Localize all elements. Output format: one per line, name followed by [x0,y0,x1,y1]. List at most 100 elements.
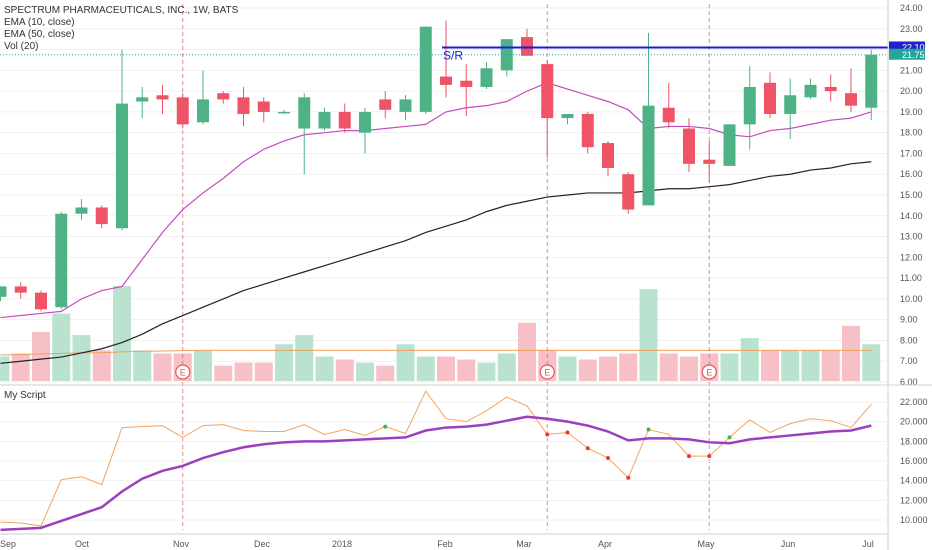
candle-body[interactable] [75,207,88,214]
candle-body[interactable] [541,64,554,119]
script-dot [707,454,712,459]
candle-body[interactable] [642,105,655,206]
earnings-marker[interactable] [539,364,555,380]
volume-bar [153,353,172,381]
candle-body[interactable] [683,128,695,164]
volume-bar [781,350,800,381]
candle-body[interactable] [845,93,857,106]
candles[interactable] [0,20,878,312]
candle-body[interactable] [0,286,7,297]
candle-body[interactable] [764,82,776,114]
candle-body[interactable] [561,113,574,119]
candle-body[interactable] [298,97,311,129]
earnings-marker[interactable] [175,364,191,380]
price-tick-label: 8.00 [900,335,918,345]
candle-body[interactable] [95,207,108,225]
candle-body[interactable] [602,143,614,168]
candle-body[interactable] [217,93,230,100]
volume-bar [113,286,131,381]
script-tick-label: 12.000 [900,495,928,505]
price-axis[interactable]: 6.00 7.00 8.00 9.00 10.00 11.00 12.00 13.00 14.0… [887,0,923,550]
earnings-marker[interactable] [701,364,717,380]
volume-bar [295,335,314,381]
script-title: My Script [4,390,46,401]
candle-body[interactable] [197,99,209,123]
candle-body[interactable] [399,99,412,112]
volume-bar [72,335,91,381]
candle-body[interactable] [55,213,68,308]
candle-body[interactable] [419,26,432,112]
volume-bar [356,362,374,381]
candle-body[interactable] [460,80,473,87]
script-axis[interactable]: 10.000 12.000 14.000 16.000 18.000 20.000 22.0… [900,397,928,525]
candle-body[interactable] [257,101,270,112]
candle-body[interactable] [480,68,493,87]
candle-body[interactable] [379,99,392,110]
ema10-line [0,82,872,319]
time-tick-label: May [697,539,715,549]
main-grid [0,7,888,383]
script-dot [687,454,691,459]
candle-body[interactable] [338,111,351,129]
script-tick-label: 18.000 [900,436,928,446]
candle-body[interactable] [662,107,675,123]
volume-bar [639,289,658,381]
price-tick-label: 11.00 [900,273,922,283]
candle-body[interactable] [156,95,169,100]
candle-body[interactable] [784,95,797,114]
volume-bar [619,353,638,381]
volume-bar [518,322,536,381]
volume-bar [52,313,71,381]
sr-line[interactable]: S/R [0,46,888,62]
volume-bar [437,356,455,381]
volume-bar [92,350,111,381]
candle-body[interactable] [723,124,736,166]
chart-title: SPECTRUM PHARMACEUTICALS, INC., 1W, BATS [4,5,239,16]
candle-body[interactable] [278,111,290,114]
candle-body[interactable] [440,76,452,85]
volume-bar [497,353,516,381]
candle-body[interactable] [703,159,716,164]
candle-body[interactable] [804,84,817,98]
time-tick-label: Nov [173,539,190,549]
time-tick-label: 2018 [332,539,352,549]
volume-bar [32,331,50,381]
volume-bar [254,362,273,381]
candle-body[interactable] [318,111,331,129]
candle-body[interactable] [35,292,47,310]
volume-ma [0,349,872,356]
candle-body[interactable] [176,97,189,125]
candle-body[interactable] [865,54,878,108]
candle-body[interactable] [14,286,27,293]
volume-bar [821,350,840,381]
price-tick-label: 13.00 [900,232,923,242]
candle-body[interactable] [581,113,594,148]
volume-bar [275,344,293,381]
ema50-line [0,161,872,364]
script-tick-label: 10.000 [900,515,928,525]
candle-body[interactable] [136,97,149,102]
volume-bar [842,325,860,381]
candle-body[interactable] [622,174,635,210]
candle-body[interactable] [743,86,756,125]
time-tick-label: Jul [862,539,874,549]
price-label-bg [889,41,925,53]
volume-bar [862,344,881,381]
candle-body[interactable] [116,103,128,229]
volume-bar [659,353,678,381]
candle-body[interactable] [824,86,837,92]
candle-body[interactable] [237,97,250,114]
candle-body[interactable] [359,111,371,133]
time-tick-label: Apr [598,539,612,549]
time-axis[interactable]: Sep Oct Nov Dec 2018 Feb Mar Apr May Jun Jul [0,539,874,549]
price-tick-label: 23.00 [900,24,923,34]
candle-body[interactable] [521,37,533,56]
volume-bar [761,350,779,381]
script-dot [646,427,651,432]
time-tick-label: Sep [0,539,16,549]
time-tick-label: Mar [516,539,532,549]
script-dot [727,435,732,440]
